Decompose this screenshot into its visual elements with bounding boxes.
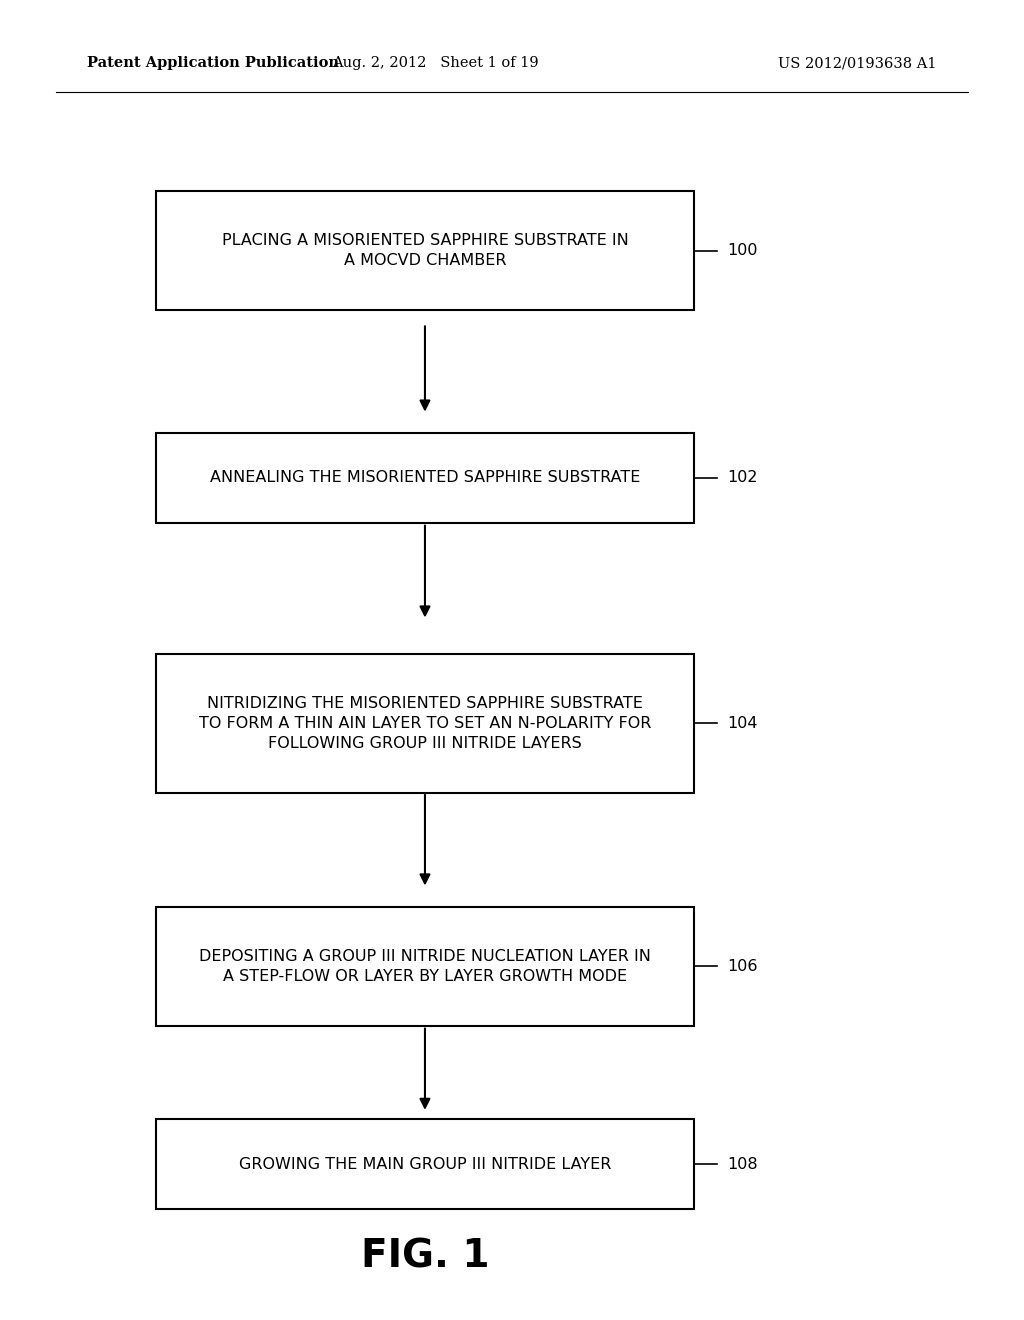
- Text: 104: 104: [727, 715, 758, 731]
- Text: GROWING THE MAIN GROUP III NITRIDE LAYER: GROWING THE MAIN GROUP III NITRIDE LAYER: [239, 1156, 611, 1172]
- Text: 102: 102: [727, 470, 758, 486]
- Bar: [156, 191, 694, 310]
- Text: US 2012/0193638 A1: US 2012/0193638 A1: [778, 57, 937, 70]
- Text: NITRIDIZING THE MISORIENTED SAPPHIRE SUBSTRATE
TO FORM A THIN AIN LAYER TO SET A: NITRIDIZING THE MISORIENTED SAPPHIRE SUB…: [199, 696, 651, 751]
- Text: ANNEALING THE MISORIENTED SAPPHIRE SUBSTRATE: ANNEALING THE MISORIENTED SAPPHIRE SUBST…: [210, 470, 640, 486]
- Text: Aug. 2, 2012   Sheet 1 of 19: Aug. 2, 2012 Sheet 1 of 19: [332, 57, 539, 70]
- Text: FIG. 1: FIG. 1: [360, 1238, 489, 1275]
- Bar: [156, 1119, 694, 1209]
- Bar: [156, 653, 694, 792]
- Bar: [156, 907, 694, 1026]
- Text: 100: 100: [727, 243, 758, 259]
- Text: DEPOSITING A GROUP III NITRIDE NUCLEATION LAYER IN
A STEP-FLOW OR LAYER BY LAYER: DEPOSITING A GROUP III NITRIDE NUCLEATIO…: [199, 949, 651, 983]
- Text: Patent Application Publication: Patent Application Publication: [87, 57, 339, 70]
- Text: 108: 108: [727, 1156, 758, 1172]
- Bar: [156, 433, 694, 523]
- Text: 106: 106: [727, 958, 758, 974]
- Text: PLACING A MISORIENTED SAPPHIRE SUBSTRATE IN
A MOCVD CHAMBER: PLACING A MISORIENTED SAPPHIRE SUBSTRATE…: [221, 234, 629, 268]
